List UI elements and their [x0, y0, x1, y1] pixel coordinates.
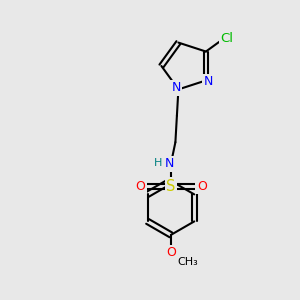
Text: O: O [135, 180, 145, 193]
Text: S: S [166, 179, 176, 194]
Text: H: H [154, 158, 163, 168]
Text: N: N [204, 76, 213, 88]
Text: Cl: Cl [220, 32, 234, 45]
Text: N: N [171, 81, 181, 94]
Text: O: O [167, 246, 176, 260]
Text: N: N [165, 157, 174, 170]
Text: CH₃: CH₃ [177, 257, 198, 267]
Text: O: O [197, 180, 207, 193]
